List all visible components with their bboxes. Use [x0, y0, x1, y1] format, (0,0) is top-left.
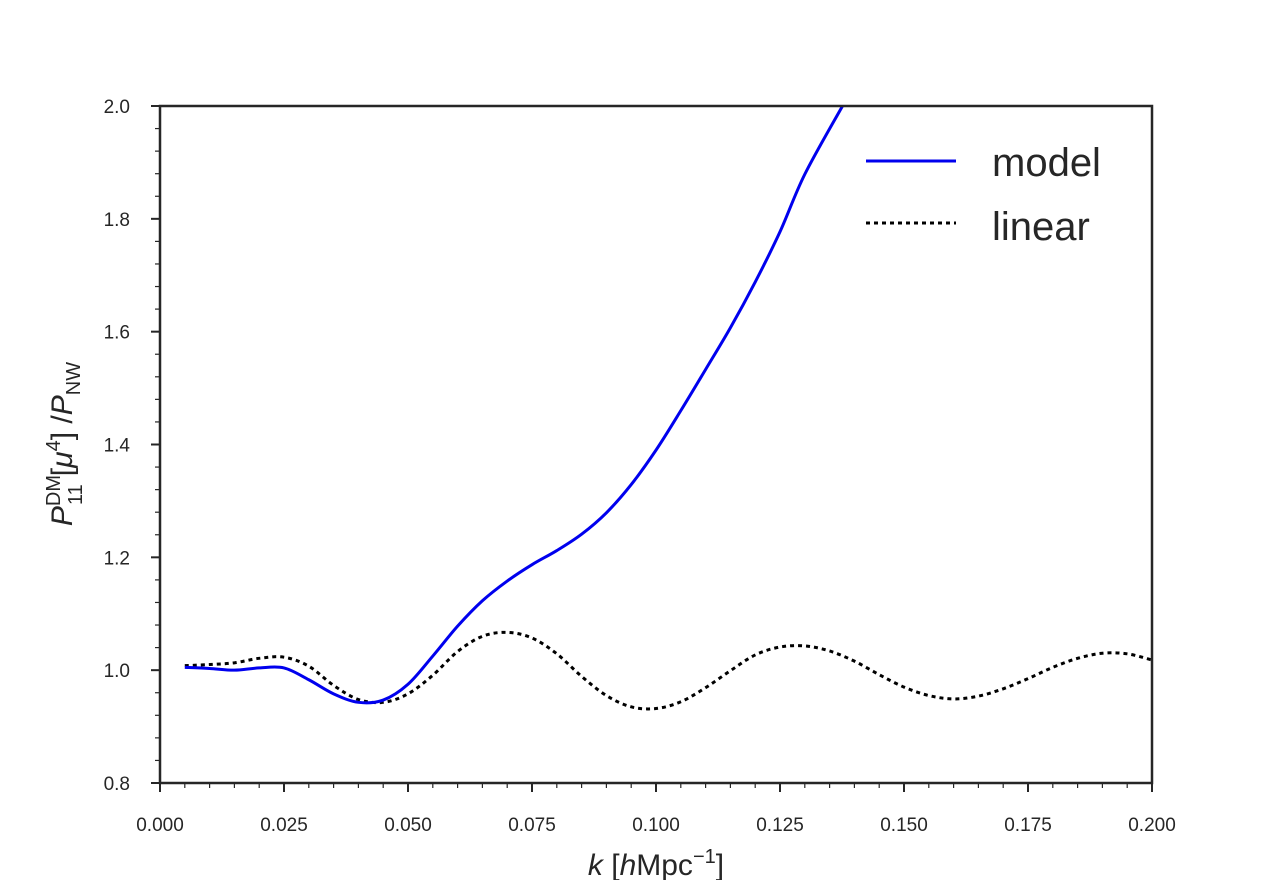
x-tick-labels: 0.000 0.025 0.050 0.075 0.100 0.125 0.150 0.175…: [136, 815, 1176, 836]
x-tick-label: 0.050: [384, 815, 432, 836]
y-tick-label: 1.8: [104, 210, 130, 231]
x-label-unit-it: h: [620, 849, 637, 880]
y-tick-label: 2.0: [104, 97, 130, 118]
x-tick-label: 0.075: [508, 815, 556, 836]
y-label-var: P: [46, 506, 79, 526]
x-tick-label: 0.000: [136, 815, 184, 836]
y-label-denom: P: [46, 395, 79, 415]
y-tick-labels: 0.8 1.0 1.2 1.4 1.6 1.8 2.0: [104, 97, 131, 795]
y-tick-label: 1.0: [104, 661, 130, 682]
legend: model linear: [866, 141, 1101, 249]
y-tick-label: 1.4: [104, 436, 131, 457]
series-layer: [184, 105, 1153, 711]
y-label-mu-exp: 4: [43, 440, 65, 451]
series-line-linear: [184, 630, 1153, 711]
x-label-exp: −1: [693, 846, 716, 868]
legend-linear-label: linear: [992, 205, 1090, 249]
series-line-model: [184, 105, 844, 705]
y-tick-label: 1.2: [104, 548, 130, 569]
major-ticks: [151, 105, 1153, 792]
x-tick-label: 0.150: [880, 815, 928, 836]
legend-model-label: model: [992, 141, 1101, 185]
x-tick-label: 0.025: [260, 815, 308, 836]
minor-ticks: [155, 127, 1128, 788]
plot-frame: [158, 104, 1154, 785]
x-label-open: [: [603, 849, 620, 880]
x-label-unit: Mpc: [636, 849, 693, 880]
y-label-denom-sub: NW: [63, 362, 85, 395]
x-tick-label: 0.125: [756, 815, 804, 836]
x-tick-label: 0.175: [1004, 815, 1052, 836]
y-label-mu: μ: [46, 451, 79, 468]
y-label-mu-open: [: [46, 467, 79, 476]
y-label-mu-close: ] /: [46, 415, 79, 441]
x-label-close: ]: [716, 849, 724, 880]
x-axis-label: k [hMpc−1]: [588, 846, 724, 880]
x-tick-label: 0.200: [1128, 815, 1176, 836]
y-label-var-sup: DM: [43, 475, 65, 506]
x-label-var: k: [588, 849, 605, 880]
y-label-var-sub: 11: [65, 484, 87, 505]
y-axis-label: PDM11[μ4] /PNW: [43, 362, 87, 526]
y-tick-label: 1.6: [104, 323, 130, 344]
x-tick-label: 0.100: [632, 815, 680, 836]
y-tick-label: 0.8: [104, 774, 130, 795]
